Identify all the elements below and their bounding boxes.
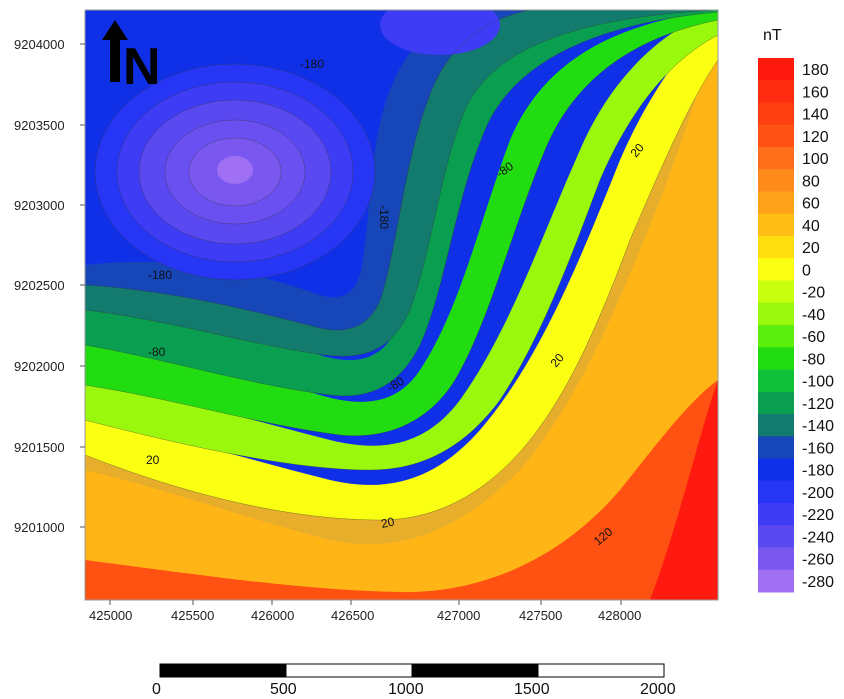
band-zero: [85, 10, 718, 600]
legend-swatch: [758, 480, 794, 504]
legend-label: -200: [802, 485, 834, 502]
scale-label: 1000: [388, 681, 424, 698]
contour-lines: [85, 10, 718, 521]
legend-swatch: [758, 569, 794, 593]
legend-label: -260: [802, 552, 834, 569]
legend-label: -100: [802, 374, 834, 391]
y-tick-label: 9203000: [14, 198, 65, 213]
contour-bands: [85, 10, 718, 600]
north-arrow-icon: N: [102, 20, 161, 96]
legend-label: -80: [802, 351, 825, 368]
legend-swatch: [758, 347, 794, 370]
x-tick-label: 427000: [437, 608, 480, 623]
legend-swatch: [758, 80, 794, 103]
legend-label: -60: [802, 329, 825, 346]
legend-label: 40: [802, 218, 820, 235]
x-tick-label: 426000: [251, 608, 294, 623]
contour-map-area: -180 -180 -180 -80 -80 -80 20 20 20 20 1…: [85, 10, 718, 600]
legend-swatch: [758, 213, 794, 237]
x-tick-label: 426500: [331, 608, 374, 623]
legend-label: -280: [802, 574, 834, 591]
legend-swatch: [758, 503, 794, 526]
legend-label: 80: [802, 173, 820, 190]
legend-swatch: [758, 102, 794, 126]
y-tick-label: 9204000: [14, 37, 65, 52]
legend-swatch: [758, 280, 794, 304]
y-tick-label: 9201000: [14, 520, 65, 535]
legend-swatch: [758, 325, 794, 348]
contour-label: -180: [377, 205, 391, 229]
legend-swatch: [758, 236, 794, 259]
legend-swatch: [758, 391, 794, 415]
legend-swatch: [758, 124, 794, 148]
legend-swatch: [758, 302, 794, 326]
scale-label: 1500: [514, 681, 550, 698]
legend-label: 120: [802, 129, 829, 146]
scale-bar: 0 500 1000 1500 2000: [152, 663, 676, 698]
legend-label: 20: [802, 240, 820, 257]
legend-swatch: [758, 458, 794, 482]
legend-label: 140: [802, 107, 829, 124]
legend-label: 100: [802, 151, 829, 168]
legend-label: -140: [802, 418, 834, 435]
legend-swatch: [758, 147, 794, 170]
y-tick-label: 9203500: [14, 118, 65, 133]
x-tick-label: 425500: [171, 608, 214, 623]
legend-swatch: [758, 525, 794, 548]
plot-frame: [84, 9, 719, 601]
legend-swatch: [758, 369, 794, 393]
legend-label: 180: [802, 62, 829, 79]
contour-label: -180: [148, 268, 172, 282]
legend-label: -240: [802, 529, 834, 546]
contour-label: 20: [146, 453, 160, 467]
legend-swatch: [758, 258, 794, 281]
legend-unit: nT: [763, 27, 782, 44]
legend-label: 60: [802, 196, 820, 213]
band-blue-ring: [85, 10, 530, 331]
y-axis: 9204000 9203500 9203000 9202500 9202000 …: [14, 37, 85, 535]
legend-swatch: [758, 169, 794, 192]
scale-label: 500: [270, 681, 297, 698]
legend-label: 160: [802, 84, 829, 101]
color-scale-legend: nT 180 160 140 120 100 80 60 40 20 0 -20 -40 -60 -80 -…: [758, 27, 834, 593]
y-tick-label: 9202500: [14, 278, 65, 293]
legend-swatch: [758, 547, 794, 571]
north-label: N: [123, 38, 161, 96]
x-tick-label: 425000: [89, 608, 132, 623]
y-tick-label: 9201500: [14, 440, 65, 455]
legend-label: -20: [802, 285, 825, 302]
scale-label: 2000: [640, 681, 676, 698]
southeast-red: [650, 380, 718, 600]
scale-label: 0: [152, 681, 161, 698]
band-green: [85, 10, 718, 436]
north-low: [380, 10, 500, 55]
band-green-light: [85, 10, 718, 470]
legend-label: 0: [802, 262, 811, 279]
legend-label: -180: [802, 463, 834, 480]
contour-label: 20: [380, 514, 396, 531]
low-ring-6: [217, 156, 253, 184]
legend-swatch: [758, 414, 794, 437]
legend-swatch: [758, 436, 794, 459]
y-tick-label: 9202000: [14, 359, 65, 374]
x-tick-label: 428000: [598, 608, 641, 623]
legend-label: -160: [802, 440, 834, 457]
band-yellow: [85, 10, 718, 600]
legend-swatch: [758, 191, 794, 215]
legend-label: -120: [802, 396, 834, 413]
contour-label: -80: [148, 345, 166, 359]
south-red: [85, 380, 718, 600]
legend-swatch: [758, 58, 794, 81]
contour-label: -180: [300, 57, 324, 71]
x-tick-label: 427500: [519, 608, 562, 623]
legend-label: -220: [802, 507, 834, 524]
x-axis: 425000 425500 426000 426500 427000 42750…: [89, 600, 641, 623]
legend-label: -40: [802, 307, 825, 324]
